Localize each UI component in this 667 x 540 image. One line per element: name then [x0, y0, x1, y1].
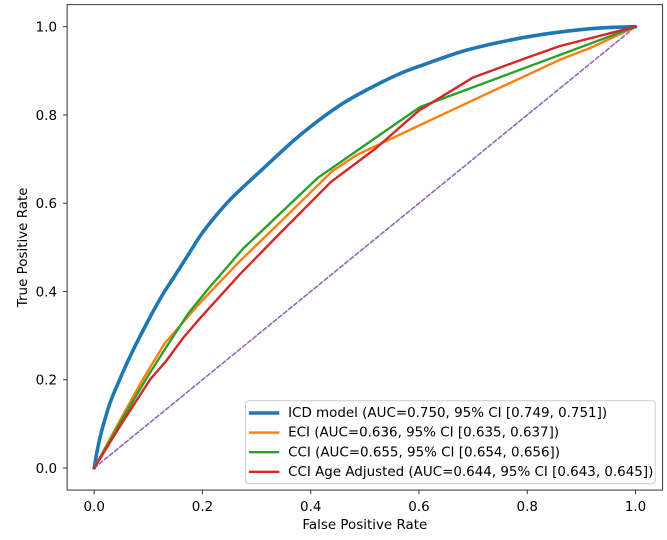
y-axis-label: True Positive Rate — [16, 187, 31, 308]
legend-label: ECI (AUC=0.636, 95% CI [0.635, 0.637]) — [288, 426, 559, 441]
legend-label: CCI (AUC=0.655, 95% CI [0.654, 0.656]) — [288, 445, 560, 460]
legend-label: CCI Age Adjusted (AUC=0.644, 95% CI [0.6… — [288, 465, 653, 480]
legend-box — [245, 400, 656, 485]
y-tick-label: 1.0 — [36, 21, 57, 36]
x-tick-label: 0.6 — [408, 500, 429, 515]
series-icd-model — [92, 24, 638, 470]
series-chance — [93, 25, 637, 469]
x-tick-label: 0.0 — [84, 500, 105, 515]
y-tick-label: 0.6 — [36, 197, 57, 212]
axes-spines — [66, 4, 664, 491]
series-eci — [93, 25, 637, 470]
series-cci — [93, 25, 637, 470]
y-tick-label: 0.4 — [36, 285, 57, 300]
x-tick-label: 1.0 — [625, 500, 646, 515]
y-tick-label: 0.8 — [36, 109, 57, 124]
y-tick-label: 0.2 — [36, 374, 57, 389]
x-tick-label: 0.4 — [300, 500, 321, 515]
x-tick-label: 0.8 — [517, 500, 538, 515]
legend-label: ICD model (AUC=0.750, 95% CI [0.749, 0.7… — [288, 406, 607, 421]
x-tick-label: 0.2 — [192, 500, 213, 515]
series-cci-age-adjusted — [93, 25, 637, 470]
y-tick-label: 0.0 — [36, 462, 57, 477]
x-axis-label: False Positive Rate — [302, 518, 427, 533]
